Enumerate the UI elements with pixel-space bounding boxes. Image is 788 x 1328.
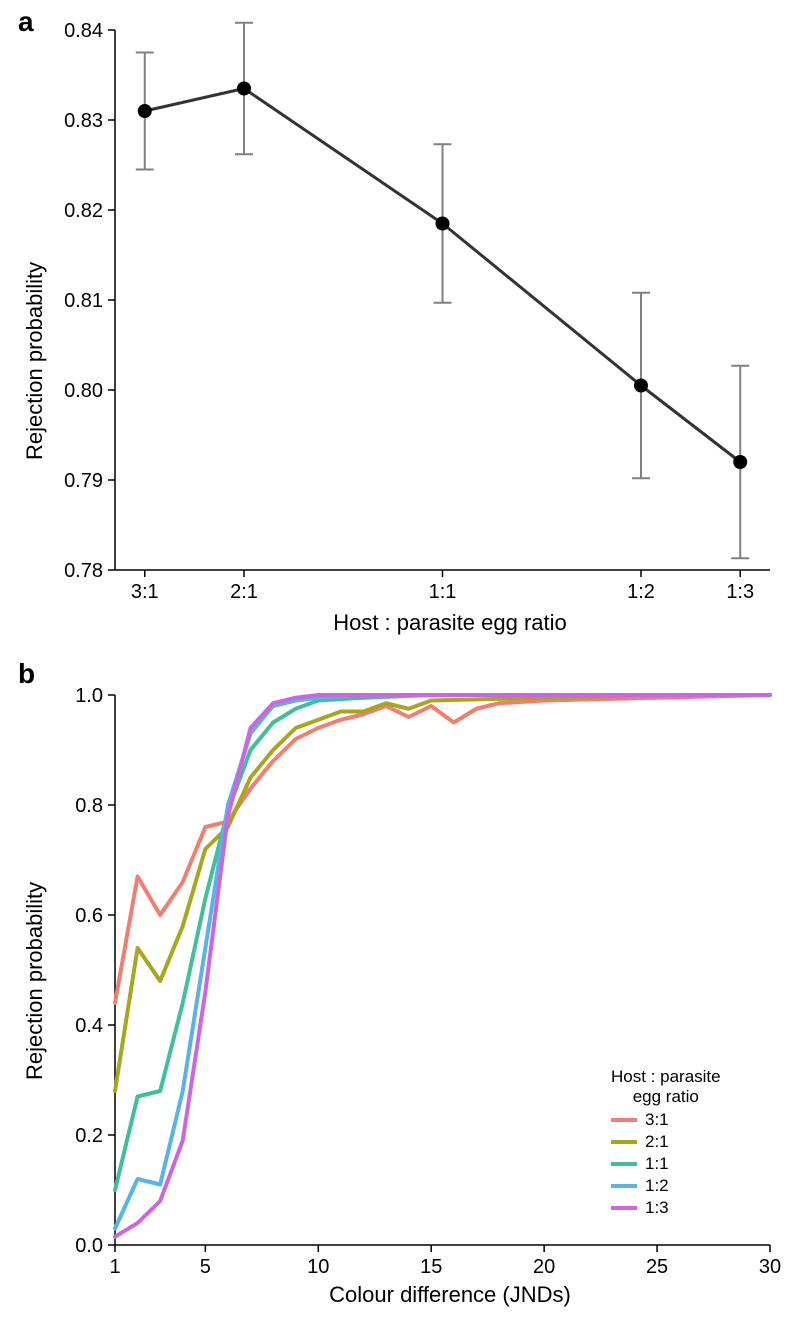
panel-b-xlabel: Colour difference (JNDs) [260,1282,640,1308]
legend-title: Host : parasite egg ratio [611,1067,721,1106]
legend-item: 3:1 [611,1110,721,1130]
svg-text:0.84: 0.84 [64,20,103,42]
panel-a-ylabel: Rejection probability [22,262,48,460]
svg-text:0.79: 0.79 [64,470,103,492]
svg-text:5: 5 [200,1256,211,1278]
svg-text:1:3: 1:3 [726,581,754,603]
legend-swatch [611,1184,637,1188]
legend-item: 1:3 [611,1198,721,1218]
panel-b-legend: Host : parasite egg ratio 3:12:11:11:21:… [600,1060,732,1227]
legend-item: 1:2 [611,1176,721,1196]
svg-text:0.81: 0.81 [64,290,103,312]
legend-swatch [611,1140,637,1144]
figure-container: a 0.780.790.800.810.820.830.843:12:11:11… [0,0,788,1328]
legend-item: 1:1 [611,1154,721,1174]
svg-text:0.8: 0.8 [75,795,103,817]
legend-label: 1:1 [645,1154,669,1174]
legend-label: 1:2 [645,1176,669,1196]
svg-text:0.2: 0.2 [75,1125,103,1147]
svg-text:1.0: 1.0 [75,685,103,707]
svg-text:3:1: 3:1 [131,581,159,603]
legend-swatch [611,1162,637,1166]
legend-title-line2: egg ratio [633,1087,699,1106]
svg-text:30: 30 [759,1256,781,1278]
svg-text:0.83: 0.83 [64,110,103,132]
panel-b-ylabel: Rejection probability [22,882,48,1080]
svg-text:20: 20 [533,1256,555,1278]
panel-a-chart: 0.78 0.79 0.80 0.81 0.82 0.83 0.84 3:1 2:1 1:1 1:2… [0,0,788,640]
svg-text:15: 15 [420,1256,442,1278]
legend-swatch [611,1206,637,1210]
svg-text:0.4: 0.4 [75,1015,103,1037]
svg-text:1:2: 1:2 [627,581,655,603]
legend-label: 1:3 [645,1198,669,1218]
legend-swatch [611,1118,637,1122]
svg-text:25: 25 [646,1256,668,1278]
svg-text:0.78: 0.78 [64,560,103,582]
legend-label: 3:1 [645,1110,669,1130]
svg-text:0.6: 0.6 [75,905,103,927]
panel-a-xlabel: Host : parasite egg ratio [260,610,640,636]
svg-text:10: 10 [307,1256,329,1278]
legend-label: 2:1 [645,1132,669,1152]
svg-text:0.80: 0.80 [64,380,103,402]
legend-title-line1: Host : parasite [611,1067,721,1086]
svg-text:2:1: 2:1 [230,581,258,603]
svg-text:1:1: 1:1 [429,581,457,603]
svg-text:1: 1 [109,1256,120,1278]
legend-item: 2:1 [611,1132,721,1152]
svg-text:0.0: 0.0 [75,1235,103,1257]
svg-text:0.82: 0.82 [64,200,103,222]
